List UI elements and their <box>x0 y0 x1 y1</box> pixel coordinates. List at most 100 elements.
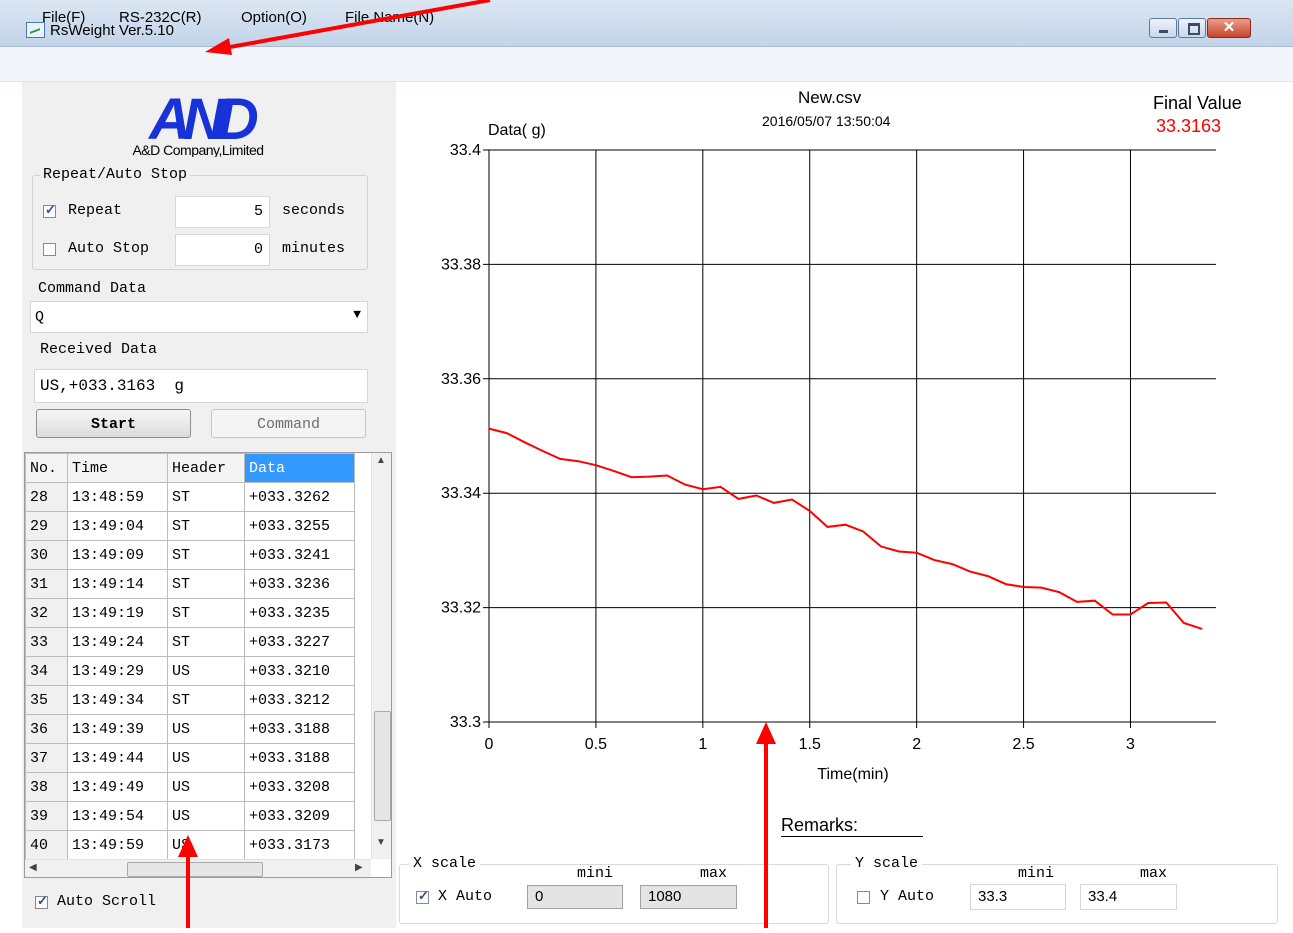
col-time[interactable]: Time <box>67 453 168 483</box>
cell-no: 30 <box>25 540 68 570</box>
final-value-label: Final Value <box>1153 93 1242 113</box>
command-data-value: Q <box>35 309 45 326</box>
col-no[interactable]: No. <box>25 453 68 483</box>
scroll-down-icon[interactable]: ▼ <box>376 837 386 848</box>
horizontal-scrollbar-thumb[interactable] <box>127 862 263 877</box>
auto-stop-label: Auto Stop <box>68 240 150 257</box>
x-tick-label: 2.5 <box>1012 736 1034 753</box>
data-table[interactable]: No. Time Header Data 28 13:48:59 ST +033.32… <box>24 452 392 878</box>
minimize-button[interactable] <box>1149 18 1177 38</box>
data-point <box>773 502 775 504</box>
data-point <box>1022 586 1025 588</box>
command-data-select[interactable]: Q ▼ <box>30 301 368 333</box>
y-max-label: max <box>1140 865 1168 882</box>
x-auto-checkbox[interactable] <box>416 888 429 904</box>
command-button[interactable]: Command <box>211 409 366 438</box>
auto-scroll-label: Auto Scroll <box>57 893 157 910</box>
auto-stop-checkbox[interactable] <box>43 243 56 256</box>
y-auto-checkbox[interactable] <box>857 891 870 904</box>
data-point <box>488 427 490 430</box>
and-logo: AND A&D Company,Limited <box>132 95 265 157</box>
data-point <box>630 476 633 478</box>
col-data[interactable]: Data <box>244 453 355 483</box>
data-point <box>844 523 847 526</box>
data-point <box>666 474 668 477</box>
vertical-scrollbar[interactable]: ▲ ▼ <box>371 453 391 859</box>
cell-no: 40 <box>25 830 68 860</box>
auto-scroll-checkbox[interactable] <box>35 893 48 909</box>
maximize-button[interactable] <box>1178 18 1206 38</box>
y-mini-input[interactable]: 33.3 <box>970 884 1066 910</box>
data-point <box>702 488 704 490</box>
cell-time: 13:49:49 <box>67 772 168 802</box>
y-auto-label: Y Auto <box>880 888 935 905</box>
menu-file[interactable]: File(F) <box>42 9 86 26</box>
table-row[interactable]: 38 13:49:49 US +033.3208 <box>25 772 355 802</box>
table-row[interactable]: 31 13:49:14 ST +033.3236 <box>25 569 355 599</box>
x-max-input[interactable]: 1080 <box>640 885 737 909</box>
cell-no: 28 <box>25 482 68 512</box>
cell-data: +033.3227 <box>244 627 355 657</box>
title-bar[interactable] <box>0 0 1293 47</box>
cell-data: +033.3188 <box>244 743 355 773</box>
table-row[interactable]: 32 13:49:19 ST +033.3235 <box>25 598 355 628</box>
scroll-up-icon[interactable]: ▲ <box>376 455 386 466</box>
table-row[interactable]: 36 13:49:39 US +033.3188 <box>25 714 355 744</box>
x-tick-label: 0.5 <box>585 736 607 753</box>
cell-header: ST <box>167 511 245 541</box>
y-max-input[interactable]: 33.4 <box>1080 884 1177 910</box>
series-line <box>488 427 1203 630</box>
x-tick-label: 3 <box>1126 736 1135 753</box>
data-point <box>880 545 882 548</box>
data-point <box>1111 613 1114 616</box>
y-tick-label: 33.3 <box>450 714 481 731</box>
cell-data: +033.3210 <box>244 656 355 686</box>
data-point <box>1183 622 1185 624</box>
data-point <box>1165 601 1167 604</box>
data-point <box>1040 586 1043 589</box>
repeat-checkbox[interactable] <box>43 202 56 218</box>
data-point <box>755 494 758 497</box>
menu-rs232c[interactable]: RS-232C(R) <box>119 9 202 26</box>
data-point <box>808 510 811 512</box>
table-row[interactable]: 35 13:49:34 ST +033.3212 <box>25 685 355 715</box>
table-row[interactable]: 30 13:49:09 ST +033.3241 <box>25 540 355 570</box>
table-row[interactable]: 33 13:49:24 ST +033.3227 <box>25 627 355 657</box>
menu-bar <box>0 47 1293 82</box>
close-button[interactable]: ✕ <box>1207 18 1251 38</box>
data-point <box>1129 613 1132 616</box>
cell-data: +033.3236 <box>244 569 355 599</box>
cell-no: 35 <box>25 685 68 715</box>
table-row[interactable]: 37 13:49:44 US +033.3188 <box>25 743 355 773</box>
y-tick-label: 33.36 <box>441 371 481 388</box>
auto-stop-minutes-input[interactable]: 0 <box>175 234 270 266</box>
repeat-auto-stop-label: Repeat/Auto Stop <box>40 166 191 183</box>
table-row[interactable]: 39 13:49:54 US +033.3209 <box>25 801 355 831</box>
menu-option[interactable]: Option(O) <box>241 9 307 26</box>
cell-no: 37 <box>25 743 68 773</box>
scroll-left-icon[interactable]: ◀ <box>29 862 37 873</box>
cell-time: 13:49:14 <box>67 569 168 599</box>
table-row[interactable]: 28 13:48:59 ST +033.3262 <box>25 482 355 512</box>
annotation-arrow-menu <box>205 0 495 60</box>
received-data-label: Received Data <box>40 341 158 358</box>
cell-data: +033.3212 <box>244 685 355 715</box>
scrollbar-thumb[interactable] <box>374 711 391 821</box>
cell-header: ST <box>167 569 245 599</box>
minutes-unit: minutes <box>282 240 346 257</box>
horizontal-scrollbar[interactable]: ◀ ▶ <box>25 859 371 877</box>
x-tick-label: 1.5 <box>799 736 821 753</box>
data-point <box>595 464 597 466</box>
table-row[interactable]: 29 13:49:04 ST +033.3255 <box>25 511 355 541</box>
cell-time: 13:49:24 <box>67 627 168 657</box>
col-header[interactable]: Header <box>167 453 245 483</box>
start-button[interactable]: Start <box>36 409 191 438</box>
received-data-field[interactable]: US,+033.3163 g <box>34 369 368 403</box>
x-mini-input[interactable]: 0 <box>527 885 623 909</box>
window-title: RsWeight Ver.5.10 <box>50 22 174 39</box>
scroll-right-icon[interactable]: ▶ <box>355 862 363 873</box>
repeat-seconds-input[interactable]: 5 <box>175 196 270 228</box>
cell-header: ST <box>167 627 245 657</box>
table-row[interactable]: 34 13:49:29 US +033.3210 <box>25 656 355 686</box>
data-point <box>541 450 544 452</box>
